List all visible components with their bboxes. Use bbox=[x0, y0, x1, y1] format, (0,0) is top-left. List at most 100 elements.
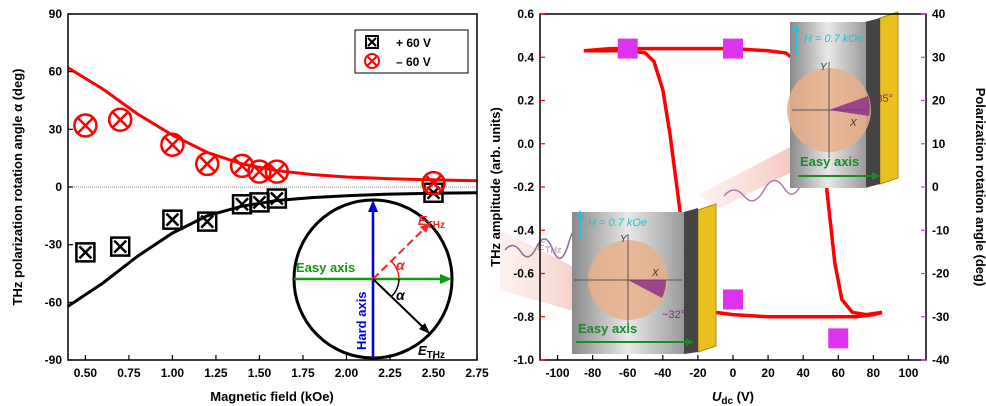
left-y-tick-label: 90 bbox=[49, 7, 63, 21]
marker-circle bbox=[73, 113, 98, 138]
data-point-minus-60v bbox=[194, 151, 220, 177]
marker-box bbox=[266, 188, 288, 209]
rotation-angle-point bbox=[723, 38, 743, 59]
left-x-tick-label: 2.50 bbox=[422, 366, 446, 380]
left-x-tick-label: 2.25 bbox=[378, 366, 402, 380]
easy-axis-arrowhead bbox=[440, 274, 452, 284]
left-x-tick-label: 1.75 bbox=[291, 366, 315, 380]
angle-label-top: ~35° bbox=[870, 93, 893, 105]
left-axis-ticks: 0.50 0.75 1.00 1.25 1.50 1.75 2.00 2.25 2.50 2.75… bbox=[45, 7, 489, 380]
right-x-tick-label: 100 bbox=[898, 366, 918, 380]
right-y2-axis-label: Polarization rotation angle (deg) bbox=[973, 88, 986, 287]
e-thz-black-arrowhead bbox=[419, 323, 430, 334]
right-y-tick-label: -1.0 bbox=[513, 353, 534, 367]
right-x-tick-label: -60 bbox=[619, 366, 637, 380]
left-y-tick-label: 30 bbox=[49, 122, 63, 136]
left-x-tick-label: 1.25 bbox=[204, 366, 228, 380]
left-x-axis-label: Magnetic field (kOe) bbox=[210, 389, 334, 404]
right-x-tick-label: -40 bbox=[654, 366, 672, 380]
left-y-tick-label: 0 bbox=[55, 180, 62, 194]
left-x-tick-label: 1.00 bbox=[161, 366, 185, 380]
right-y-axis-label: THz amplitude (arb. units) bbox=[488, 107, 503, 267]
left-y-axis-label: THz polarization rotation angle α (deg) bbox=[10, 69, 25, 306]
rotation-angle-point bbox=[828, 328, 849, 349]
left-x-tick-label: 0.50 bbox=[74, 366, 98, 380]
right-y2-tick-label: 10 bbox=[932, 137, 946, 151]
easy-axis-label-top: Easy axis bbox=[800, 154, 859, 169]
marker-cross bbox=[111, 110, 130, 129]
field-arrowhead-top bbox=[792, 24, 800, 32]
left-y-tick-label: -60 bbox=[45, 295, 63, 309]
marker-cross bbox=[113, 239, 128, 254]
right-x-axis-label: Udc (V) bbox=[712, 389, 754, 406]
right-x-tick-label: 0 bbox=[730, 366, 737, 380]
hard-axis-label: Hard axis bbox=[354, 291, 369, 350]
right-y2-tick-label: 20 bbox=[932, 94, 946, 108]
left-y-tick-label: 60 bbox=[49, 65, 63, 79]
marker-cross bbox=[267, 162, 286, 181]
fit-curve-minus-60v bbox=[67, 66, 478, 183]
right-y-tick-label: -0.8 bbox=[513, 310, 534, 324]
e-thz-red-label: ETHz bbox=[418, 213, 445, 231]
alpha-arc-upper bbox=[390, 260, 400, 280]
marker-cross bbox=[76, 116, 95, 135]
data-point-plus-60v bbox=[75, 242, 96, 263]
right-axis-ticks: -100 -80 -60 -40 -20 0 20 40 60 80 100-1.0-0.8-0.6… bbox=[513, 7, 949, 380]
marker-cross bbox=[163, 135, 182, 154]
data-point-minus-60v bbox=[107, 107, 133, 132]
e-thz-label-bottom: ETHz bbox=[537, 239, 562, 255]
data-point-minus-60v bbox=[264, 159, 290, 184]
marker-cross bbox=[250, 162, 269, 181]
sample-inset-top: H = 0.7 kOe Y X ~35° Easy axis bbox=[698, 11, 899, 208]
e-thz-black-arrow bbox=[372, 278, 427, 331]
x-label-top: X bbox=[849, 118, 857, 129]
angle-wedge-top bbox=[829, 96, 870, 116]
easy-axis-arrowhead-top bbox=[872, 172, 880, 180]
marker-box bbox=[162, 209, 183, 230]
easy-axis-label: Easy axis bbox=[296, 260, 355, 275]
marker-cross bbox=[252, 195, 267, 210]
right-y-tick-label: -0.6 bbox=[513, 267, 534, 281]
left-y-tick-label: -90 bbox=[45, 353, 63, 367]
right-y2-tick-label: 0 bbox=[932, 180, 939, 194]
legend-marker-minus-60v bbox=[364, 53, 380, 69]
easy-axis-label-bottom: Easy axis bbox=[578, 321, 637, 336]
right-y-tick-label: -0.2 bbox=[513, 180, 534, 194]
right-y2-tick-label: -30 bbox=[932, 310, 950, 324]
marker-circle bbox=[107, 107, 133, 132]
y-label-bottom: Y bbox=[620, 234, 628, 245]
right-x-tick-label: 20 bbox=[761, 366, 775, 380]
hard-axis-arrowhead bbox=[368, 200, 378, 212]
alpha-label-upper: α bbox=[396, 257, 406, 273]
field-arrowhead-bottom bbox=[576, 210, 584, 218]
slab-side-bottom bbox=[684, 208, 698, 354]
e-thz-black-label: ETHz bbox=[418, 343, 445, 361]
marker-cross bbox=[78, 245, 93, 260]
marker-box bbox=[196, 211, 218, 232]
rotation-angle-point bbox=[723, 289, 743, 310]
right-y2-tick-label: -20 bbox=[932, 267, 950, 281]
left-x-tick-label: 2.75 bbox=[465, 366, 489, 380]
easy-axis-arrowhead-bottom bbox=[686, 338, 694, 346]
slab-side-top bbox=[865, 18, 880, 188]
data-point-plus-60v bbox=[196, 211, 218, 232]
right-x-tick-label: 40 bbox=[797, 366, 811, 380]
e-thz-red-arrowhead bbox=[420, 222, 431, 233]
left-x-tick-label: 0.75 bbox=[117, 366, 141, 380]
legend-box bbox=[354, 29, 469, 74]
sample-inset-bottom: H = 0.7 kOe Y X ~32° Easy axis ETHz bbox=[500, 203, 717, 354]
legend-label-plus-60v: + 60 V bbox=[396, 36, 431, 50]
field-label-top: H = 0.7 kOe bbox=[804, 33, 863, 45]
field-label-bottom: H = 0.7 kOe bbox=[588, 217, 647, 229]
marker-circle bbox=[194, 151, 220, 177]
data-point-minus-60v bbox=[73, 113, 98, 138]
marker-cross bbox=[200, 214, 215, 229]
data-point-plus-60v bbox=[162, 209, 183, 230]
alpha-arc-lower bbox=[390, 278, 400, 298]
x-label-bottom: X bbox=[651, 268, 659, 279]
left-chart: 0.50 0.75 1.00 1.25 1.50 1.75 2.00 2.25 2.50 2.75… bbox=[10, 7, 489, 404]
right-x-tick-label: 80 bbox=[867, 366, 881, 380]
right-y-tick-label: 0.4 bbox=[517, 50, 534, 64]
data-point-minus-60v bbox=[160, 132, 185, 157]
